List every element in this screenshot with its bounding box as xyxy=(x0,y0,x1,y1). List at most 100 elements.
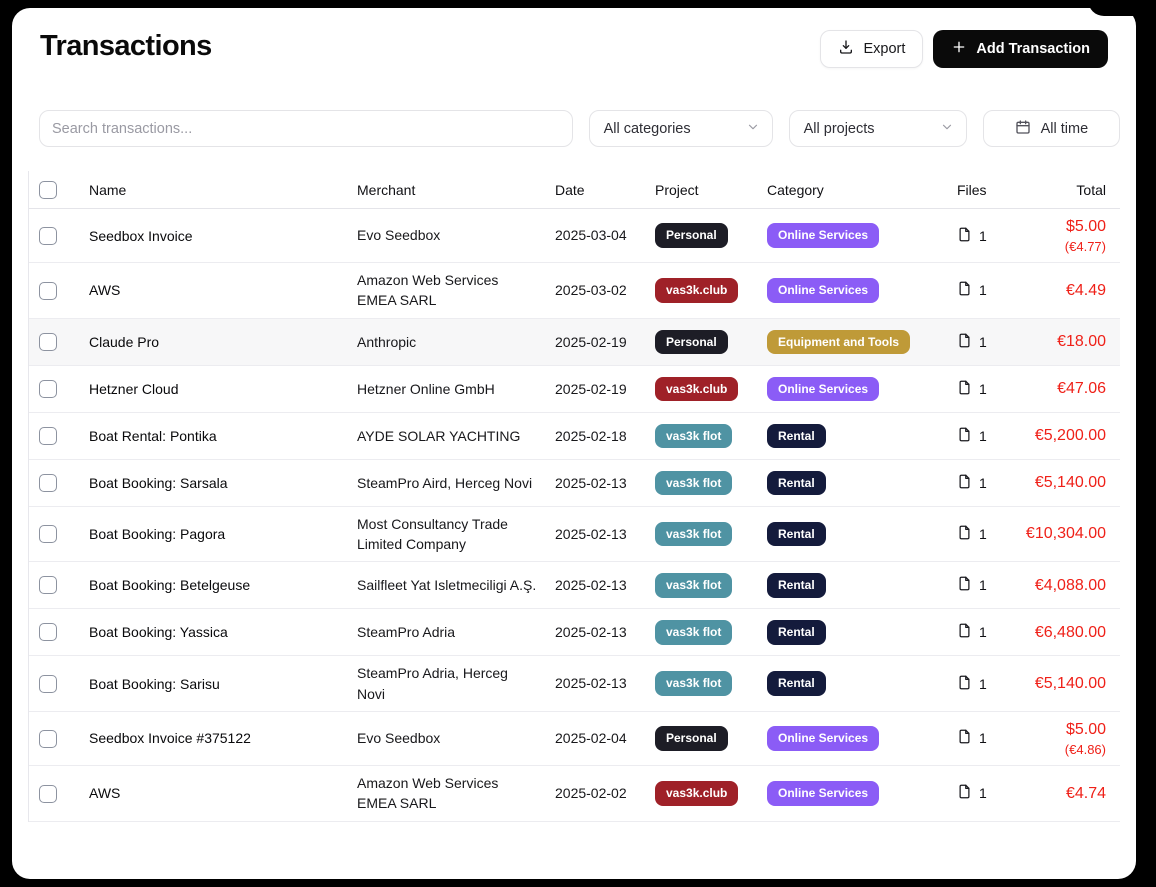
header-actions: Export Add Transaction xyxy=(820,30,1108,68)
table-row[interactable]: Seedbox Invoice #375122 Evo Seedbox 2025… xyxy=(29,712,1120,767)
row-checkbox[interactable] xyxy=(39,281,57,300)
project-badge[interactable]: Personal xyxy=(655,726,728,751)
category-badge[interactable]: Equipment and Tools xyxy=(767,329,911,354)
file-icon xyxy=(957,281,972,299)
transaction-date: 2025-02-19 xyxy=(555,333,627,350)
table-row[interactable]: AWS Amazon Web Services EMEA SARL 2025-0… xyxy=(29,263,1120,319)
row-checkbox[interactable] xyxy=(39,226,57,245)
row-checkbox[interactable] xyxy=(39,729,57,748)
category-badge[interactable]: Rental xyxy=(767,521,826,547)
file-icon xyxy=(957,729,972,747)
files-cell: 1 xyxy=(957,722,1017,754)
table-row[interactable]: Boat Booking: Sarisu SteamPro Adria, Her… xyxy=(29,656,1120,712)
table-row[interactable]: Claude Pro Anthropic 2025-02-19 Personal… xyxy=(29,318,1120,366)
table-row[interactable]: Boat Booking: Yassica SteamPro Adria 202… xyxy=(29,609,1120,657)
transaction-date: 2025-02-13 xyxy=(555,474,627,491)
files-cell: 1 xyxy=(957,274,1017,306)
category-badge[interactable]: Rental xyxy=(767,470,826,495)
add-transaction-button[interactable]: Add Transaction xyxy=(933,30,1108,68)
project-badge[interactable]: vas3k.club xyxy=(655,781,739,806)
project-badge[interactable]: vas3k.club xyxy=(655,376,739,401)
row-checkbox[interactable] xyxy=(39,576,57,595)
row-checkbox[interactable] xyxy=(39,426,57,445)
project-badge[interactable]: vas3k flot xyxy=(655,470,733,495)
transaction-name: Boat Booking: Sarsala xyxy=(89,474,228,491)
category-badge[interactable]: Rental xyxy=(767,620,826,645)
project-filter-select[interactable]: All projects xyxy=(788,110,967,147)
file-icon xyxy=(957,380,972,398)
files-count: 1 xyxy=(979,227,987,244)
table-row[interactable]: Hetzner Cloud Hetzner Online GmbH 2025-0… xyxy=(29,366,1120,413)
row-checkbox[interactable] xyxy=(39,784,57,803)
project-badge[interactable]: vas3k flot xyxy=(655,423,733,448)
total-primary: €5,140.00 xyxy=(1034,473,1106,491)
table-row[interactable]: AWS Amazon Web Services EMEA SARL 2025-0… xyxy=(29,766,1120,822)
category-badge[interactable]: Rental xyxy=(767,573,826,598)
files-cell: 1 xyxy=(957,467,1017,499)
table-row[interactable]: Boat Rental: Pontika AYDE SOLAR YACHTING… xyxy=(29,413,1120,460)
transaction-merchant: Amazon Web Services EMEA SARL xyxy=(357,272,499,309)
category-badge[interactable]: Rental xyxy=(767,671,826,696)
page-header: Transactions Export Add Transaction xyxy=(28,26,1120,68)
table-row[interactable]: Seedbox Invoice Evo Seedbox 2025-03-04 P… xyxy=(29,209,1120,264)
page-title: Transactions xyxy=(40,30,212,62)
table-row[interactable]: Boat Booking: Pagora Most Consultancy Tr… xyxy=(29,507,1120,563)
column-header-project: Project xyxy=(655,181,699,198)
transaction-date: 2025-02-19 xyxy=(555,380,627,397)
transactions-window: Transactions Export Add Transaction All … xyxy=(12,8,1136,879)
transaction-date: 2025-02-13 xyxy=(555,525,627,542)
project-badge[interactable]: vas3k flot xyxy=(655,521,733,547)
category-badge[interactable]: Online Services xyxy=(767,781,880,806)
row-checkbox[interactable] xyxy=(39,379,57,398)
project-badge[interactable]: vas3k flot xyxy=(655,620,733,645)
files-count: 1 xyxy=(979,785,987,802)
total-primary: €4.49 xyxy=(1065,281,1106,299)
transaction-date: 2025-03-02 xyxy=(555,282,627,299)
transaction-merchant: Hetzner Online GmbH xyxy=(357,380,495,397)
category-filter-select[interactable]: All categories xyxy=(588,110,773,147)
table-row[interactable]: Boat Booking: Betelgeuse Sailfleet Yat I… xyxy=(29,562,1120,610)
row-checkbox[interactable] xyxy=(39,332,57,351)
select-all-checkbox[interactable] xyxy=(39,180,57,199)
table-header-row: Name Merchant Date Project Category File… xyxy=(29,171,1120,209)
row-checkbox[interactable] xyxy=(39,525,57,544)
project-badge[interactable]: vas3k flot xyxy=(655,671,733,696)
export-button[interactable]: Export xyxy=(820,30,924,68)
project-badge[interactable]: Personal xyxy=(655,223,728,248)
category-badge[interactable]: Online Services xyxy=(767,278,880,303)
table-row[interactable]: Boat Booking: Sarsala SteamPro Aird, Her… xyxy=(29,460,1120,507)
download-icon xyxy=(838,39,854,59)
total-primary: €5,200.00 xyxy=(1034,426,1106,444)
files-count: 1 xyxy=(979,526,987,543)
files-count: 1 xyxy=(979,380,987,397)
category-badge[interactable]: Rental xyxy=(767,423,826,448)
category-badge[interactable]: Online Services xyxy=(767,223,880,248)
project-badge[interactable]: vas3k.club xyxy=(655,278,739,303)
total-secondary: (€4.86) xyxy=(1064,741,1106,757)
category-badge[interactable]: Online Services xyxy=(767,726,880,751)
search-input[interactable] xyxy=(52,120,560,137)
column-header-merchant: Merchant xyxy=(357,181,416,198)
project-badge[interactable]: Personal xyxy=(655,329,728,354)
total-primary: $5.00 xyxy=(1065,218,1106,235)
transaction-date: 2025-02-13 xyxy=(555,577,627,594)
transaction-name: Seedbox Invoice xyxy=(89,227,193,244)
window-corner-curl xyxy=(1088,0,1140,16)
transaction-merchant: SteamPro Adria, Herceg Novi xyxy=(357,665,508,702)
file-icon xyxy=(957,784,972,802)
total-primary: €47.06 xyxy=(1057,379,1106,397)
date-range-button[interactable]: All time xyxy=(982,110,1121,147)
category-badge[interactable]: Online Services xyxy=(767,376,880,401)
transaction-name: Boat Rental: Pontika xyxy=(89,427,217,444)
transaction-merchant: Most Consultancy Trade Limited Company xyxy=(357,515,508,553)
transaction-date: 2025-02-02 xyxy=(555,785,627,802)
files-cell: 1 xyxy=(957,616,1017,648)
project-badge[interactable]: vas3k flot xyxy=(655,573,733,598)
files-count: 1 xyxy=(979,282,987,299)
category-filter-value: All categories xyxy=(603,120,691,137)
row-checkbox[interactable] xyxy=(39,623,57,642)
total-primary: $5.00 xyxy=(1065,720,1106,738)
row-checkbox[interactable] xyxy=(39,473,57,492)
transaction-merchant: Sailfleet Yat Isletmeciligi A.Ş. xyxy=(357,577,537,594)
row-checkbox[interactable] xyxy=(39,674,57,693)
